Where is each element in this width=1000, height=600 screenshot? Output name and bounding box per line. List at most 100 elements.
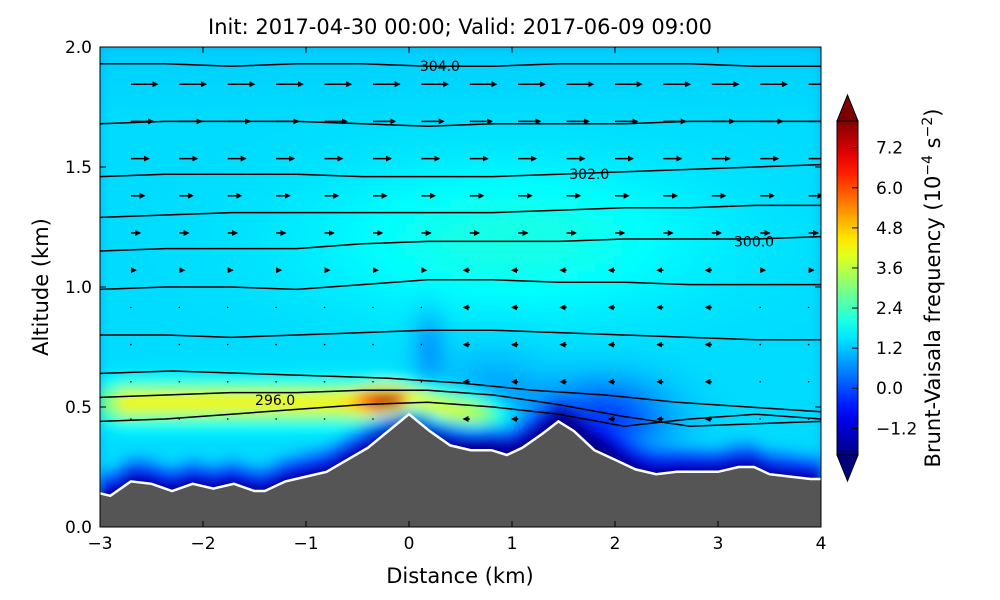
field-cell bbox=[324, 414, 335, 424]
field-cell bbox=[315, 278, 326, 288]
field-cell bbox=[396, 182, 407, 192]
field-cell bbox=[315, 318, 326, 328]
field-cell bbox=[387, 150, 398, 160]
field-cell bbox=[198, 190, 209, 200]
field-cell bbox=[703, 198, 714, 208]
field-cell bbox=[730, 326, 741, 336]
field-cell bbox=[252, 374, 263, 384]
field-cell bbox=[108, 158, 119, 168]
field-cell bbox=[802, 350, 813, 360]
field-cell bbox=[631, 158, 642, 168]
field-cell bbox=[568, 182, 579, 192]
field-cell bbox=[126, 374, 137, 384]
field-cell bbox=[523, 150, 534, 160]
field-cell bbox=[775, 254, 786, 264]
field-cell bbox=[351, 182, 362, 192]
field-cell bbox=[730, 238, 741, 248]
field-cell bbox=[405, 62, 416, 72]
field-cell bbox=[775, 326, 786, 336]
field-cell bbox=[333, 54, 344, 64]
wind-vector bbox=[807, 343, 810, 346]
field-cell bbox=[207, 430, 218, 440]
field-cell bbox=[360, 310, 371, 320]
field-cell bbox=[712, 342, 723, 352]
field-cell bbox=[460, 382, 471, 392]
field-cell bbox=[270, 462, 281, 472]
field-cell bbox=[757, 326, 768, 336]
field-cell bbox=[586, 70, 597, 80]
field-cell bbox=[505, 94, 516, 104]
field-cell bbox=[523, 286, 534, 296]
field-cell bbox=[189, 62, 200, 72]
field-cell bbox=[478, 302, 489, 312]
field-cell bbox=[450, 158, 461, 168]
field-cell bbox=[324, 238, 335, 248]
field-cell bbox=[478, 406, 489, 416]
field-cell bbox=[243, 47, 254, 56]
field-cell bbox=[108, 358, 119, 368]
field-cell bbox=[703, 126, 714, 136]
field-cell bbox=[703, 238, 714, 248]
field-cell bbox=[559, 270, 570, 280]
field-cell bbox=[387, 190, 398, 200]
field-cell bbox=[532, 174, 543, 184]
field-cell bbox=[523, 230, 534, 240]
field-cell bbox=[243, 158, 254, 168]
field-cell bbox=[496, 174, 507, 184]
field-cell bbox=[207, 478, 218, 488]
field-cell bbox=[252, 134, 263, 144]
field-cell bbox=[586, 142, 597, 152]
field-cell bbox=[748, 270, 759, 280]
field-cell bbox=[586, 270, 597, 280]
field-cell bbox=[342, 214, 353, 224]
field-cell bbox=[640, 150, 651, 160]
field-cell bbox=[613, 182, 624, 192]
field-cell bbox=[478, 78, 489, 88]
field-cell bbox=[108, 406, 119, 416]
field-cell bbox=[496, 166, 507, 176]
field-cell bbox=[162, 374, 173, 384]
field-cell bbox=[405, 206, 416, 216]
field-cell bbox=[207, 454, 218, 464]
field-cell bbox=[180, 86, 191, 96]
field-cell bbox=[360, 270, 371, 280]
field-cell bbox=[225, 206, 236, 216]
field-cell bbox=[577, 214, 588, 224]
field-cell bbox=[234, 406, 245, 416]
field-cell bbox=[784, 158, 795, 168]
field-cell bbox=[405, 342, 416, 352]
field-cell bbox=[586, 78, 597, 88]
field-cell bbox=[342, 358, 353, 368]
field-cell bbox=[270, 366, 281, 376]
field-cell bbox=[351, 62, 362, 72]
field-cell bbox=[198, 382, 209, 392]
field-cell bbox=[216, 358, 227, 368]
field-cell bbox=[198, 206, 209, 216]
field-cell bbox=[559, 70, 570, 80]
field-cell bbox=[342, 246, 353, 256]
field-cell bbox=[586, 326, 597, 336]
field-cell bbox=[108, 86, 119, 96]
field-cell bbox=[460, 198, 471, 208]
field-cell bbox=[676, 206, 687, 216]
field-cell bbox=[730, 126, 741, 136]
field-cell bbox=[739, 174, 750, 184]
field-cell bbox=[487, 310, 498, 320]
field-cell bbox=[496, 142, 507, 152]
field-cell bbox=[414, 134, 425, 144]
field-cell bbox=[135, 454, 146, 464]
field-cell bbox=[811, 374, 821, 384]
field-cell bbox=[676, 374, 687, 384]
field-cell bbox=[604, 446, 615, 456]
field-cell bbox=[586, 414, 597, 424]
field-cell bbox=[532, 342, 543, 352]
field-cell bbox=[288, 158, 299, 168]
field-cell bbox=[234, 118, 245, 128]
field-cell bbox=[766, 302, 777, 312]
field-cell bbox=[414, 62, 425, 72]
field-cell bbox=[604, 182, 615, 192]
field-cell bbox=[595, 70, 606, 80]
field-cell bbox=[126, 254, 137, 264]
field-cell bbox=[739, 310, 750, 320]
